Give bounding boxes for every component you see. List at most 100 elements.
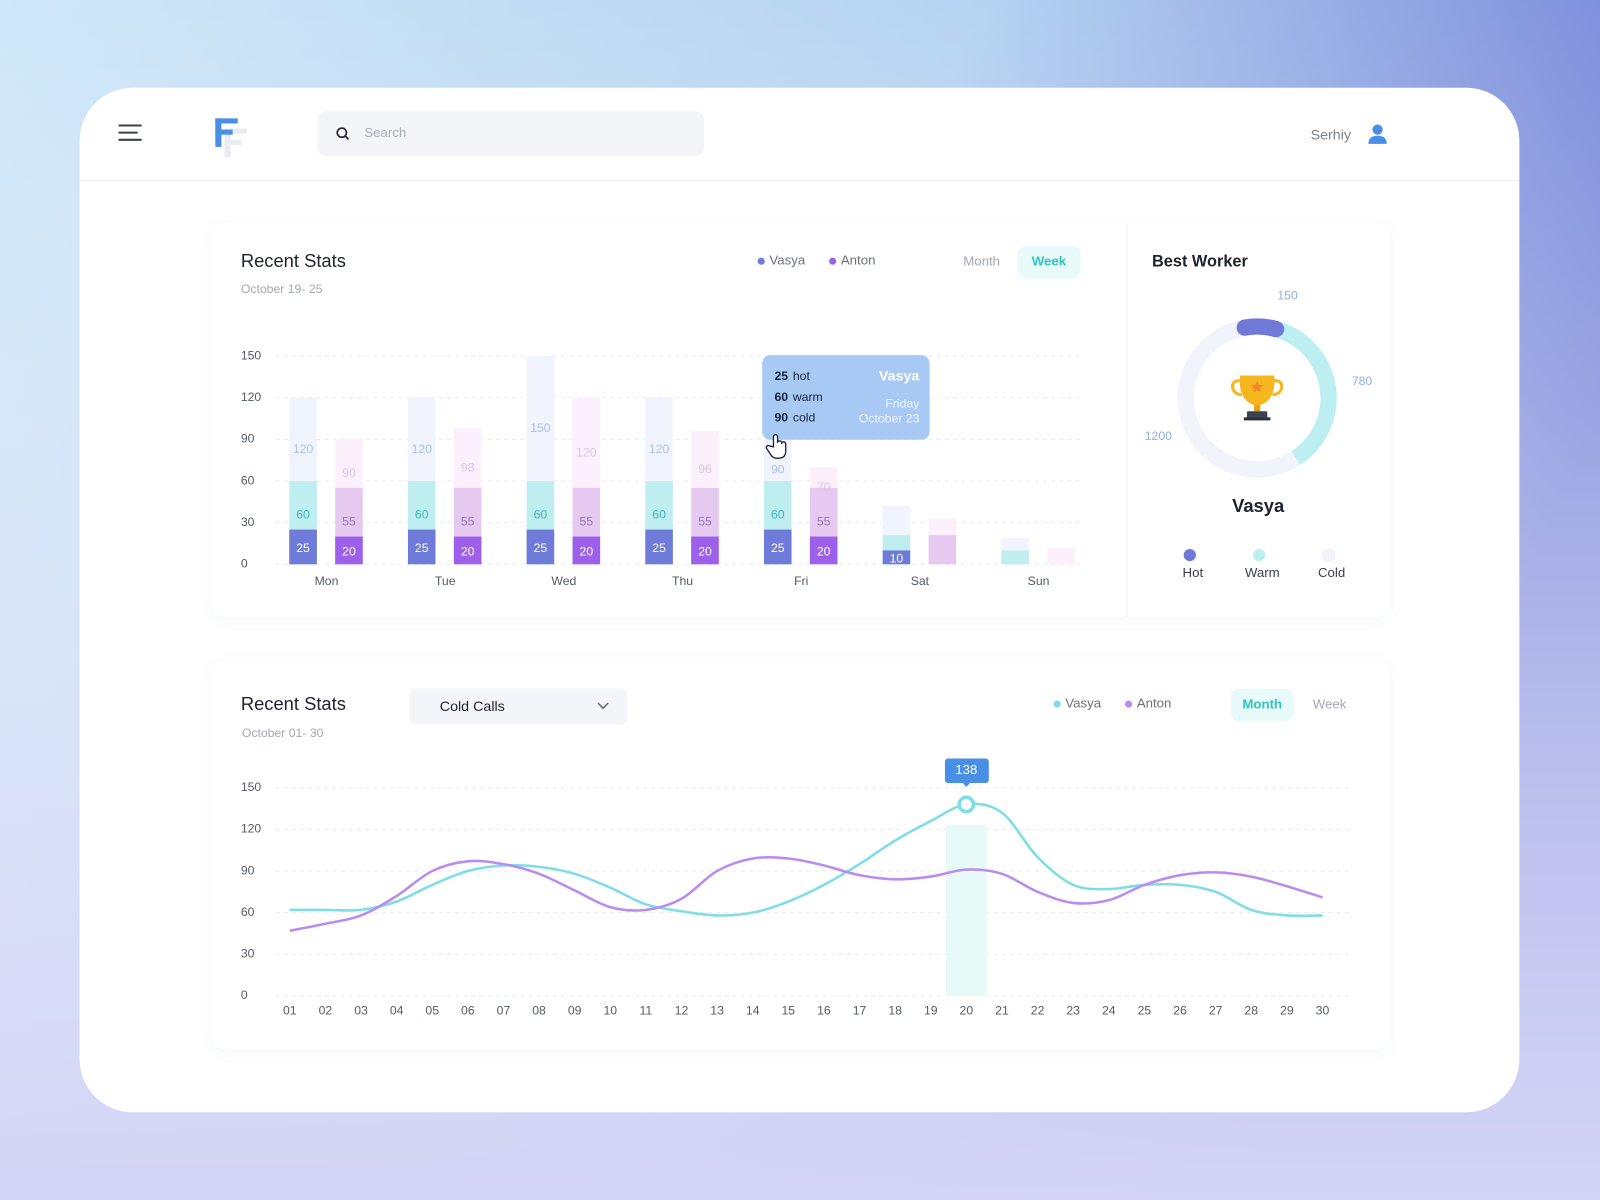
x-tick-label: Sat [911, 574, 930, 588]
trophy-base [1246, 411, 1268, 419]
tooltip-box [762, 355, 930, 440]
user-head [1372, 124, 1383, 135]
x-tick-label: 24 [1102, 1003, 1116, 1017]
search-field[interactable] [317, 111, 705, 157]
y-tick-label: 0 [241, 988, 248, 1002]
tooltip-value: 60 [774, 390, 788, 404]
toggle-active-bg[interactable] [1017, 245, 1081, 279]
x-tick-label: 28 [1244, 1003, 1258, 1017]
toggle-label[interactable]: Week [1313, 697, 1347, 712]
y-tick-label: 60 [241, 473, 255, 487]
tooltip-name: Vasya [879, 368, 921, 384]
bar-chart: 0 30 60 90 120 150 Vasya Anton Month Week Mon Tue We… [241, 245, 1084, 588]
legend-dot [1253, 548, 1266, 562]
search-icon [336, 127, 348, 139]
x-tick-label: Sun [1028, 574, 1050, 588]
donut-value-label: 150 [1277, 289, 1298, 303]
toggle-label[interactable]: Week [1032, 254, 1067, 269]
bar-value-label: 60 [771, 508, 785, 522]
bar-value-label: 10 [890, 552, 904, 566]
y-tick-label: 90 [241, 863, 255, 877]
y-tick-label: 120 [241, 390, 262, 404]
donut-segment [1273, 321, 1337, 465]
search-placeholder: Search [364, 125, 406, 140]
search-box[interactable]: Search [317, 111, 705, 157]
bar-value-label: 120 [293, 442, 314, 456]
tooltip-value: 25 [774, 369, 788, 383]
user-name[interactable]: Serhiy [1311, 127, 1352, 143]
value-badge [944, 758, 989, 783]
legend-dot [1053, 700, 1061, 708]
bar-segment [1047, 547, 1075, 565]
y-tick-label: 150 [241, 780, 262, 794]
donut-title: Best Worker [1152, 253, 1248, 271]
bar-segment [572, 536, 601, 565]
x-tick-label: 16 [817, 1003, 831, 1017]
cursor [765, 434, 787, 459]
bar-segment [882, 550, 911, 565]
toggle-label[interactable]: Month [963, 254, 1000, 269]
line-panel [212, 660, 1390, 1050]
bar-value-label: 55 [698, 515, 712, 529]
bar-value-label: 98 [461, 461, 475, 475]
x-tick-label: 11 [640, 1003, 653, 1017]
legend-label: Vasya [1065, 696, 1101, 711]
trophy-star [1251, 380, 1264, 393]
legend-label: Anton [1137, 696, 1172, 711]
best-worker-name: Vasya [1232, 495, 1285, 516]
x-tick-label: 20 [960, 1003, 974, 1017]
line-chart-title: Recent Stats [241, 693, 346, 714]
bar-value-label: 55 [461, 515, 475, 529]
dropdown[interactable]: Cold Calls [409, 688, 628, 725]
tooltip-label: warm [792, 390, 823, 404]
bar-value-label: 25 [296, 541, 310, 555]
x-tick-label: Tue [435, 574, 456, 588]
x-tick-label: 22 [1031, 1003, 1045, 1017]
tooltip-label: cold [793, 411, 816, 425]
bar-segment [763, 529, 792, 565]
bar-segment [809, 536, 838, 565]
value-badge-pointer [962, 782, 971, 788]
bar-segment [335, 536, 363, 565]
trophy-stem [1254, 405, 1261, 412]
x-tick-label: 29 [1280, 1003, 1294, 1017]
x-tick-label: 08 [532, 1003, 546, 1017]
trophy-cup [1239, 375, 1275, 407]
donut-segment [1177, 319, 1301, 478]
value-badge-label: 138 [955, 762, 977, 777]
donut-value-label: 1200 [1145, 429, 1172, 443]
x-tick-label: 19 [924, 1003, 938, 1017]
x-tick-label: Thu [672, 574, 693, 588]
toggle-label[interactable]: Month [1242, 697, 1282, 712]
y-tick-label: 60 [241, 905, 255, 919]
bar-value-label: 20 [342, 545, 356, 559]
x-tick-label: 02 [319, 1003, 333, 1017]
logo-mark [215, 118, 238, 124]
highlight-column [945, 824, 987, 996]
bar-value-label: 150 [530, 421, 551, 435]
trophy [1231, 375, 1284, 421]
bar-value-label: 90 [342, 466, 356, 480]
bar-segment [1001, 550, 1029, 565]
donut-chart: 150 780 1200 Hot Warm Cold [1145, 289, 1373, 580]
trophy-base [1243, 417, 1271, 421]
dropdown-box[interactable] [409, 688, 628, 725]
x-tick-label: 27 [1209, 1003, 1223, 1017]
bar-value-label: 120 [649, 442, 670, 456]
y-tick-label: 30 [241, 515, 255, 529]
x-tick-label: 21 [995, 1003, 1009, 1017]
x-tick-label: 25 [1138, 1003, 1152, 1017]
y-tick-label: 120 [241, 822, 262, 836]
bar-chart-subtitle: October 19- 25 [241, 282, 323, 296]
legend-dot [1321, 548, 1336, 562]
x-tick-label: 09 [568, 1003, 582, 1017]
user-icon[interactable] [1368, 124, 1387, 144]
menu-button[interactable] [112, 114, 149, 151]
tooltip: 25 hot 60 warm 90 cold Vasya Friday Octo… [762, 355, 930, 440]
bar-segment [928, 535, 957, 565]
legend-label: Hot [1183, 565, 1204, 580]
x-tick-label: 12 [675, 1003, 689, 1017]
toggle-active-bg[interactable] [1230, 688, 1294, 722]
bar-value-label: 60 [296, 508, 310, 522]
